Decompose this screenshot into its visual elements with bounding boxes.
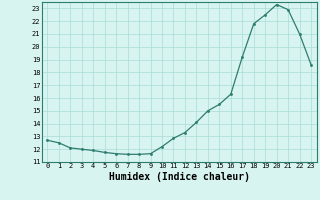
X-axis label: Humidex (Indice chaleur): Humidex (Indice chaleur): [109, 172, 250, 182]
